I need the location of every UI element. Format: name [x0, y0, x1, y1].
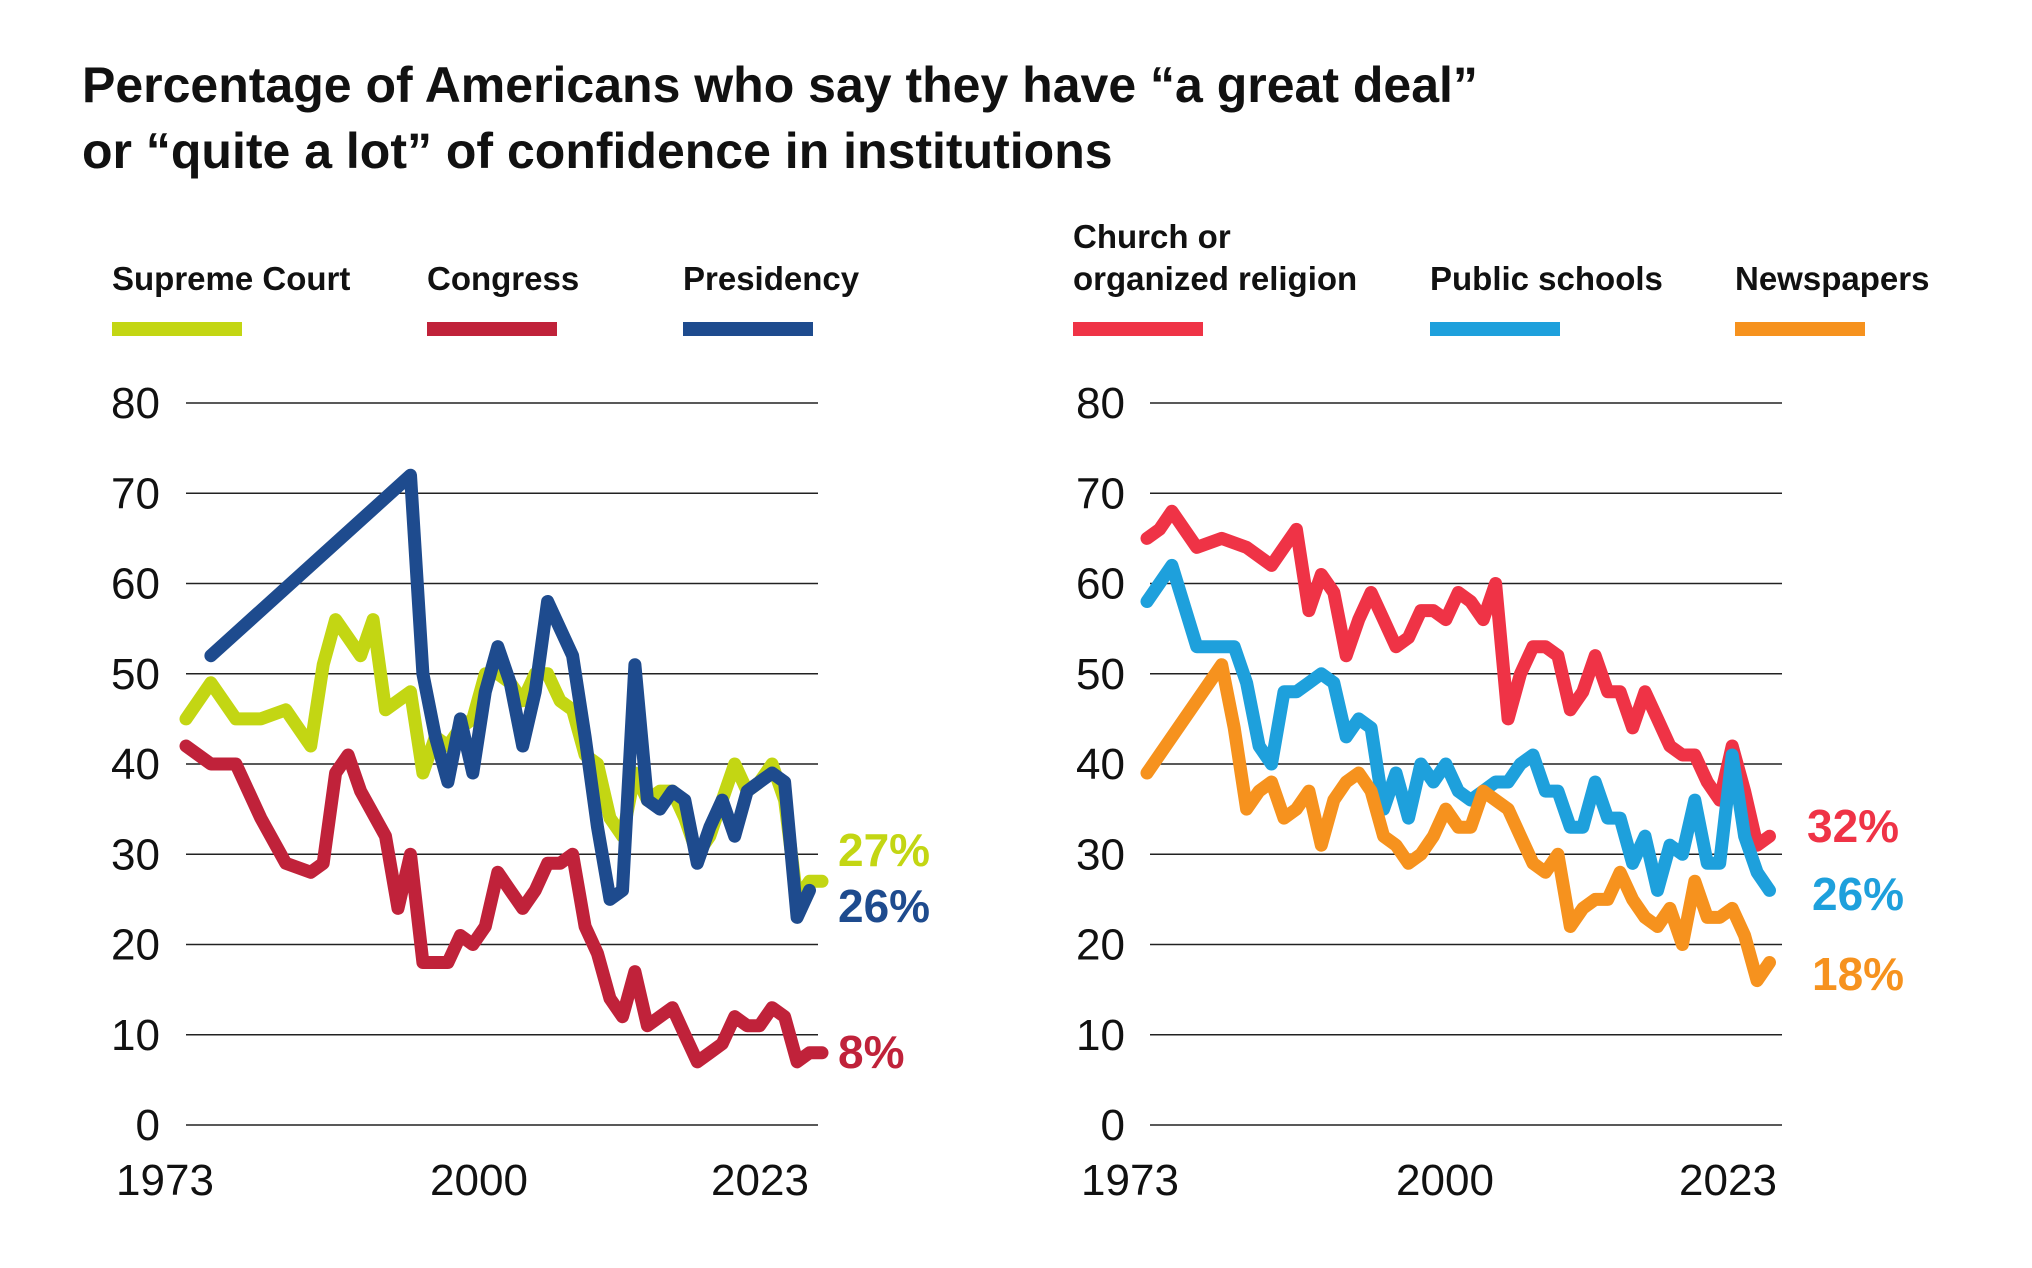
y-tick-label-60: 60	[1076, 560, 1125, 609]
series-line-congress	[179, 739, 829, 1069]
legend-swatch-congress	[427, 322, 557, 336]
y-tick-label-20: 20	[111, 921, 160, 970]
legend-swatch-supreme-court	[112, 322, 242, 336]
chart-panel-right: 0 10 20 30 40 50 60 70 80 1973 2000 2023 Church or or…	[1073, 218, 1929, 1205]
chart-panel-left: 0 10 20 30 40 50 60 70 80 1973 2000 2023 Supreme Cou…	[111, 260, 930, 1205]
end-label-supreme-court: 27%	[838, 824, 930, 876]
y-tick-label-80: 80	[1076, 379, 1125, 428]
y-tick-label-60: 60	[111, 560, 160, 609]
y-tick-label-40: 40	[111, 740, 160, 789]
legend-swatch-presidency	[683, 322, 813, 336]
legend-label-church-or-organized-religion-line-1: Church or	[1073, 218, 1231, 255]
y-tick-label-50: 50	[111, 650, 160, 699]
legend-label-supreme-court: Supreme Court	[112, 260, 350, 297]
chart-title: Percentage of Americans who say they hav…	[82, 52, 1882, 184]
x-tick-label-1973: 1973	[116, 1156, 214, 1205]
series-line-presidency	[204, 468, 816, 924]
y-tick-label-10: 10	[111, 1011, 160, 1060]
y-tick-label-30: 30	[111, 830, 160, 879]
series-line-church-or-organized-religion	[1140, 504, 1776, 852]
legend-label-public-schools: Public schools	[1430, 260, 1663, 297]
series-line-newspapers	[1140, 658, 1776, 988]
x-tick-label-2023: 2023	[711, 1156, 809, 1205]
legend-label-church-or-organized-religion-line-2: organized religion	[1073, 260, 1357, 297]
x-tick-label-2000: 2000	[430, 1156, 528, 1205]
legend-swatch-newspapers	[1735, 322, 1865, 336]
y-tick-label-80: 80	[111, 379, 160, 428]
legend-label-newspapers: Newspapers	[1735, 260, 1929, 297]
end-label-presidency: 26%	[838, 880, 930, 932]
y-tick-label-0: 0	[136, 1101, 160, 1150]
y-tick-label-70: 70	[1076, 469, 1125, 518]
y-tick-label-70: 70	[111, 469, 160, 518]
legend-label-congress: Congress	[427, 260, 579, 297]
end-label-church-or-organized-religion: 32%	[1807, 800, 1899, 852]
x-tick-label-2023: 2023	[1679, 1156, 1777, 1205]
y-tick-label-10: 10	[1076, 1011, 1125, 1060]
x-tick-label-1973: 1973	[1081, 1156, 1179, 1205]
legend-label-presidency: Presidency	[683, 260, 860, 297]
y-tick-label-0: 0	[1101, 1101, 1125, 1150]
end-label-congress: 8%	[838, 1026, 904, 1078]
y-tick-label-40: 40	[1076, 740, 1125, 789]
x-tick-label-2000: 2000	[1396, 1156, 1494, 1205]
y-tick-label-50: 50	[1076, 650, 1125, 699]
y-tick-label-30: 30	[1076, 830, 1125, 879]
legend-swatch-church-or-organized-religion	[1073, 322, 1203, 336]
chart-title-line-2: or “quite a lot” of confidence in instit…	[82, 123, 1113, 179]
end-label-newspapers: 18%	[1812, 948, 1904, 1000]
legend-swatch-public-schools	[1430, 322, 1560, 336]
chart-title-line-1: Percentage of Americans who say they hav…	[82, 57, 1478, 113]
end-label-public-schools: 26%	[1812, 868, 1904, 920]
y-tick-label-20: 20	[1076, 921, 1125, 970]
